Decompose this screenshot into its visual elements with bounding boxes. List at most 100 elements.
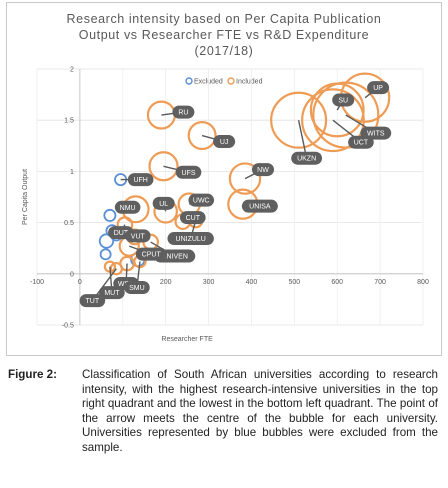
callout-wits: WITS xyxy=(345,114,392,140)
caption-text: Classification of South African universi… xyxy=(82,368,438,454)
callout-label: WITS xyxy=(367,131,385,138)
callout-box xyxy=(124,281,150,295)
callout-box xyxy=(241,199,278,213)
callout-ru: RU xyxy=(161,105,195,119)
callout-label: NMU xyxy=(120,205,136,212)
y-tick-label: 0 xyxy=(70,271,74,278)
y-axis-title: Per Capita Output xyxy=(22,169,29,225)
callout-nw: NW xyxy=(244,163,275,180)
bubble-su xyxy=(309,82,365,138)
x-tick-label: 400 xyxy=(246,279,258,286)
callout-box xyxy=(152,196,175,210)
callout-vut: VUT xyxy=(124,229,151,243)
callout-label: DUT xyxy=(114,230,129,237)
x-tick-label: 200 xyxy=(160,279,172,286)
callout-label: UCT xyxy=(354,140,369,147)
callout-ufs: UFS xyxy=(163,165,202,179)
callout-box xyxy=(332,93,355,107)
callout-box xyxy=(167,232,214,246)
callout-ukzn: UKZN xyxy=(291,120,323,165)
y-tick-label: 2 xyxy=(70,67,74,74)
callout-label: TUT xyxy=(86,298,100,305)
callout-box xyxy=(252,163,275,177)
callout-label: UJ xyxy=(220,139,229,146)
chart-frame: Research intensity based on Per Capita P… xyxy=(6,2,442,356)
callout-box xyxy=(213,135,236,149)
callout-box xyxy=(188,193,215,207)
bubble-uct xyxy=(301,88,365,153)
y-tick-label: 1.5 xyxy=(64,118,74,125)
bubble xyxy=(103,208,117,222)
callout-up: UP xyxy=(364,81,390,99)
x-axis-title: Researcher FTE xyxy=(161,336,213,343)
bubble-ufs xyxy=(148,151,179,182)
legend-marker-included xyxy=(227,77,235,85)
x-tick-label: 800 xyxy=(417,279,429,286)
callout-label: UNIVEN xyxy=(161,254,187,261)
x-tick-label: 700 xyxy=(374,279,386,286)
callout-label: UFH xyxy=(133,177,147,184)
callout-cput: CPUT xyxy=(128,245,167,261)
callout-label: MUT xyxy=(104,290,120,297)
callout-box xyxy=(291,151,323,165)
callout-label: CUT xyxy=(186,215,201,222)
callout-box xyxy=(127,173,154,187)
bubble-ukzn xyxy=(270,91,328,149)
callout-tut: TUT xyxy=(79,268,117,308)
callout-ul: UL xyxy=(152,196,175,212)
callout-unisa: UNISA xyxy=(241,199,278,213)
callout-box xyxy=(135,247,167,261)
x-tick-label: 300 xyxy=(203,279,215,286)
callout-box xyxy=(124,229,151,243)
callout-label: UP xyxy=(373,85,383,92)
callout-box xyxy=(175,165,202,179)
callout-su: SU xyxy=(332,93,355,111)
callout-label: SMU xyxy=(129,285,145,292)
x-tick-label: 0 xyxy=(78,279,82,286)
callout-label: UWC xyxy=(193,198,210,205)
chart-title-line-3: (2017/18) xyxy=(195,44,254,58)
y-tick-label: 0.5 xyxy=(64,220,74,227)
chart-title-line-2: Output vs Researcher FTE vs R&D Expendit… xyxy=(79,28,370,42)
callout-box xyxy=(360,126,392,140)
bubble-nw xyxy=(228,162,262,195)
y-tick-label: -0.5 xyxy=(62,323,74,330)
callout-unizulu: UNIZULU xyxy=(167,220,214,246)
bubble xyxy=(99,248,112,261)
callout-smu: SMU xyxy=(124,261,150,295)
callout-box xyxy=(367,81,390,95)
callout-box xyxy=(172,105,195,119)
callout-nmu: NMU xyxy=(114,200,141,214)
bubble-uj xyxy=(187,121,217,151)
callout-label: UKZN xyxy=(297,156,316,163)
x-tick-label: -100 xyxy=(30,279,44,286)
bubble-chart: Research intensity based on Per Capita P… xyxy=(22,12,429,343)
callout-label: UL xyxy=(159,201,168,208)
chart-title-line-1: Research intensity based on Per Capita P… xyxy=(67,12,382,26)
callout-label: RU xyxy=(178,110,188,117)
callout-label: UFS xyxy=(182,170,196,177)
callout-label: UNIZULU xyxy=(176,236,206,243)
callout-label: VUT xyxy=(131,233,146,240)
bubble xyxy=(98,233,115,249)
callout-cut: CUT xyxy=(180,211,206,225)
legend-label-included: Included xyxy=(236,79,263,86)
callout-uj: UJ xyxy=(201,134,236,149)
y-tick-label: 1 xyxy=(70,169,74,176)
callout-uwc: UWC xyxy=(188,193,215,207)
callout-box xyxy=(180,211,206,225)
chart-title: Research intensity based on Per Capita P… xyxy=(67,12,382,58)
callout-box xyxy=(114,200,141,214)
callout-label: UNISA xyxy=(249,204,271,211)
x-tick-label: 500 xyxy=(288,279,300,286)
callout-label: SU xyxy=(338,97,348,104)
legend-marker-excluded xyxy=(185,77,193,85)
caption-label: Figure 2: xyxy=(8,368,57,381)
callout-label: CPUT xyxy=(142,252,162,259)
callout-ufh: UFH xyxy=(120,173,154,187)
callout-label: NW xyxy=(257,167,269,174)
callout-box xyxy=(79,294,106,308)
x-tick-label: 600 xyxy=(331,279,343,286)
figure-caption: Figure 2: Classification of South Africa… xyxy=(8,368,438,456)
